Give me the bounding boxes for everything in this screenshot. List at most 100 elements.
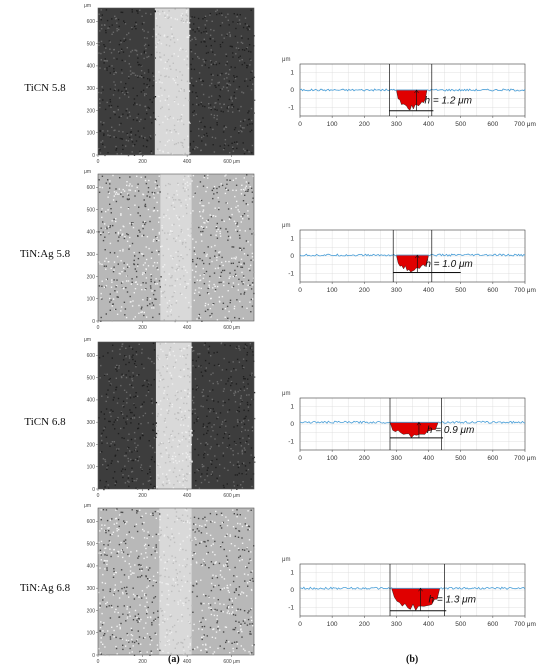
wear-depth-area [396,254,429,273]
micrograph-x-tick: 600 μm [223,493,240,499]
micrograph-x-tick: 400 [183,159,192,165]
micrograph-y-tick: 300 [87,420,96,426]
profile-x-tick: 300 [391,121,402,128]
micrograph-x-tick: 600 μm [223,659,240,665]
profile-y-tick: 1 [290,236,294,243]
profile-plot: h = 1.3 μm μm 1 0 -1 0 100 200 300 400 500 600 700 μ… [278,502,550,667]
caption-a: (a) [168,654,180,665]
micrograph-y-tick: 600 [87,19,96,25]
micrograph-y-tick: 0 [92,487,95,493]
micrograph-unit: μm [84,3,91,9]
profile-x-tick: 600 [487,287,498,294]
profile-unit: μm [282,223,290,229]
wear-depth-area [391,588,441,611]
profile-x-tick: 600 [487,121,498,128]
micrograph-y-tick: 300 [87,586,96,592]
profile-plot: h = 1.2 μm μm 1 0 -1 0 100 200 300 400 500 600 700 μ… [278,2,550,167]
micrograph-y-tick: 100 [87,631,96,637]
micrograph-x-tick: 0 [97,493,100,499]
profile-y-tick: 1 [290,404,294,411]
surface-texture [98,508,256,657]
profile-x-tick: 100 [327,287,338,294]
depth-label: h = 1.2 μm [425,95,472,106]
micrograph-x-tick: 0 [97,659,100,665]
micrograph-y-tick: 100 [87,465,96,471]
profile-x-tick: 500 [455,287,466,294]
micrograph-y-tick: 500 [87,541,96,547]
micrograph-y-tick: 400 [87,564,96,570]
profile-x-tick: 500 [455,121,466,128]
micrograph: μm 0 100 200 300 400 500 600 0 200 400 600 μm [74,502,274,667]
micrograph-unit: μm [84,169,91,175]
sample-label: TiCN 6.8 [24,416,66,428]
profile-x-tick: 0 [298,621,302,628]
sample-row: TiN:Ag 5.8 μm 0 100 200 300 400 500 600 0 200 400 60… [0,168,550,333]
depth-label: h = 0.9 μm [427,425,474,436]
profile-x-tick: 100 [327,121,338,128]
micrograph-y-tick: 400 [87,398,96,404]
micrograph: μm 0 100 200 300 400 500 600 0 200 400 600 μm [74,168,274,333]
micrograph-x-tick: 400 [183,493,192,499]
micrograph-x-tick: 0 [97,159,100,165]
profile-x-tick: 100 [327,621,338,628]
profile-y-tick: 0 [290,587,294,594]
profile-plot: h = 1.0 μm μm 1 0 -1 0 100 200 300 400 500 600 700 μ… [278,168,550,333]
profile-x-tick: 700 μm [514,121,536,128]
sample-label: TiN:Ag 6.8 [19,582,71,594]
depth-label: h = 1.3 μm [429,595,476,606]
micrograph-unit: μm [84,337,91,343]
profile-x-tick: 300 [391,455,402,462]
profile-x-tick: 200 [359,621,370,628]
profile-y-tick: -1 [288,438,294,445]
profile-x-tick: 300 [391,287,402,294]
micrograph: μm 0 100 200 300 400 500 600 0 200 400 600 μm [74,2,274,167]
micrograph-y-tick: 200 [87,442,96,448]
profile-y-tick: -1 [288,604,294,611]
micrograph-y-tick: 500 [87,207,96,213]
micrograph-x-tick: 600 μm [223,325,240,331]
profile-line [299,586,526,590]
profile-x-tick: 700 μm [514,287,536,294]
micrograph-y-tick: 100 [87,297,96,303]
profile-x-tick: 400 [423,287,434,294]
profile-x-tick: 400 [423,121,434,128]
profile-x-tick: 700 μm [514,455,536,462]
surface-texture [98,174,256,323]
micrograph-x-tick: 200 [138,159,147,165]
profile-line [299,253,526,257]
profile-x-tick: 200 [359,121,370,128]
profile-x-tick: 600 [487,455,498,462]
micrograph-y-tick: 300 [87,86,96,92]
profile-y-tick: 1 [290,570,294,577]
micrograph-x-tick: 200 [138,659,147,665]
wear-depth-area [389,422,439,439]
micrograph: μm 0 100 200 300 400 500 600 0 200 400 600 μm [74,336,274,501]
profile-y-tick: 0 [290,421,294,428]
profile-y-tick: 0 [290,87,294,94]
micrograph-y-tick: 0 [92,319,95,325]
sample-row: TiCN 5.8 μm 0 100 200 300 400 500 600 0 200 400 600 … [0,2,550,167]
micrograph-unit: μm [84,503,91,509]
profile-unit: μm [282,57,290,63]
profile-x-tick: 100 [327,455,338,462]
micrograph-y-tick: 200 [87,274,96,280]
surface-texture [98,342,256,491]
profile-unit: μm [282,557,290,563]
profile-x-tick: 0 [298,287,302,294]
micrograph-y-tick: 400 [87,64,96,70]
profile-y-tick: 1 [290,70,294,77]
profile-y-tick: 0 [290,253,294,260]
wear-track [159,508,192,655]
micrograph-y-tick: 200 [87,608,96,614]
micrograph-y-tick: 100 [87,131,96,137]
micrograph-y-tick: 600 [87,519,96,525]
wear-depth-area [396,89,428,111]
profile-x-tick: 200 [359,287,370,294]
profile-y-tick: -1 [288,104,294,111]
profile-x-tick: 700 μm [514,621,536,628]
micrograph-x-tick: 0 [97,325,100,331]
caption-b: (b) [406,654,419,665]
surface-texture [98,8,256,157]
micrograph-x-tick: 200 [138,325,147,331]
profile-plot: h = 0.9 μm μm 1 0 -1 0 100 200 300 400 500 600 700 μ… [278,336,550,501]
